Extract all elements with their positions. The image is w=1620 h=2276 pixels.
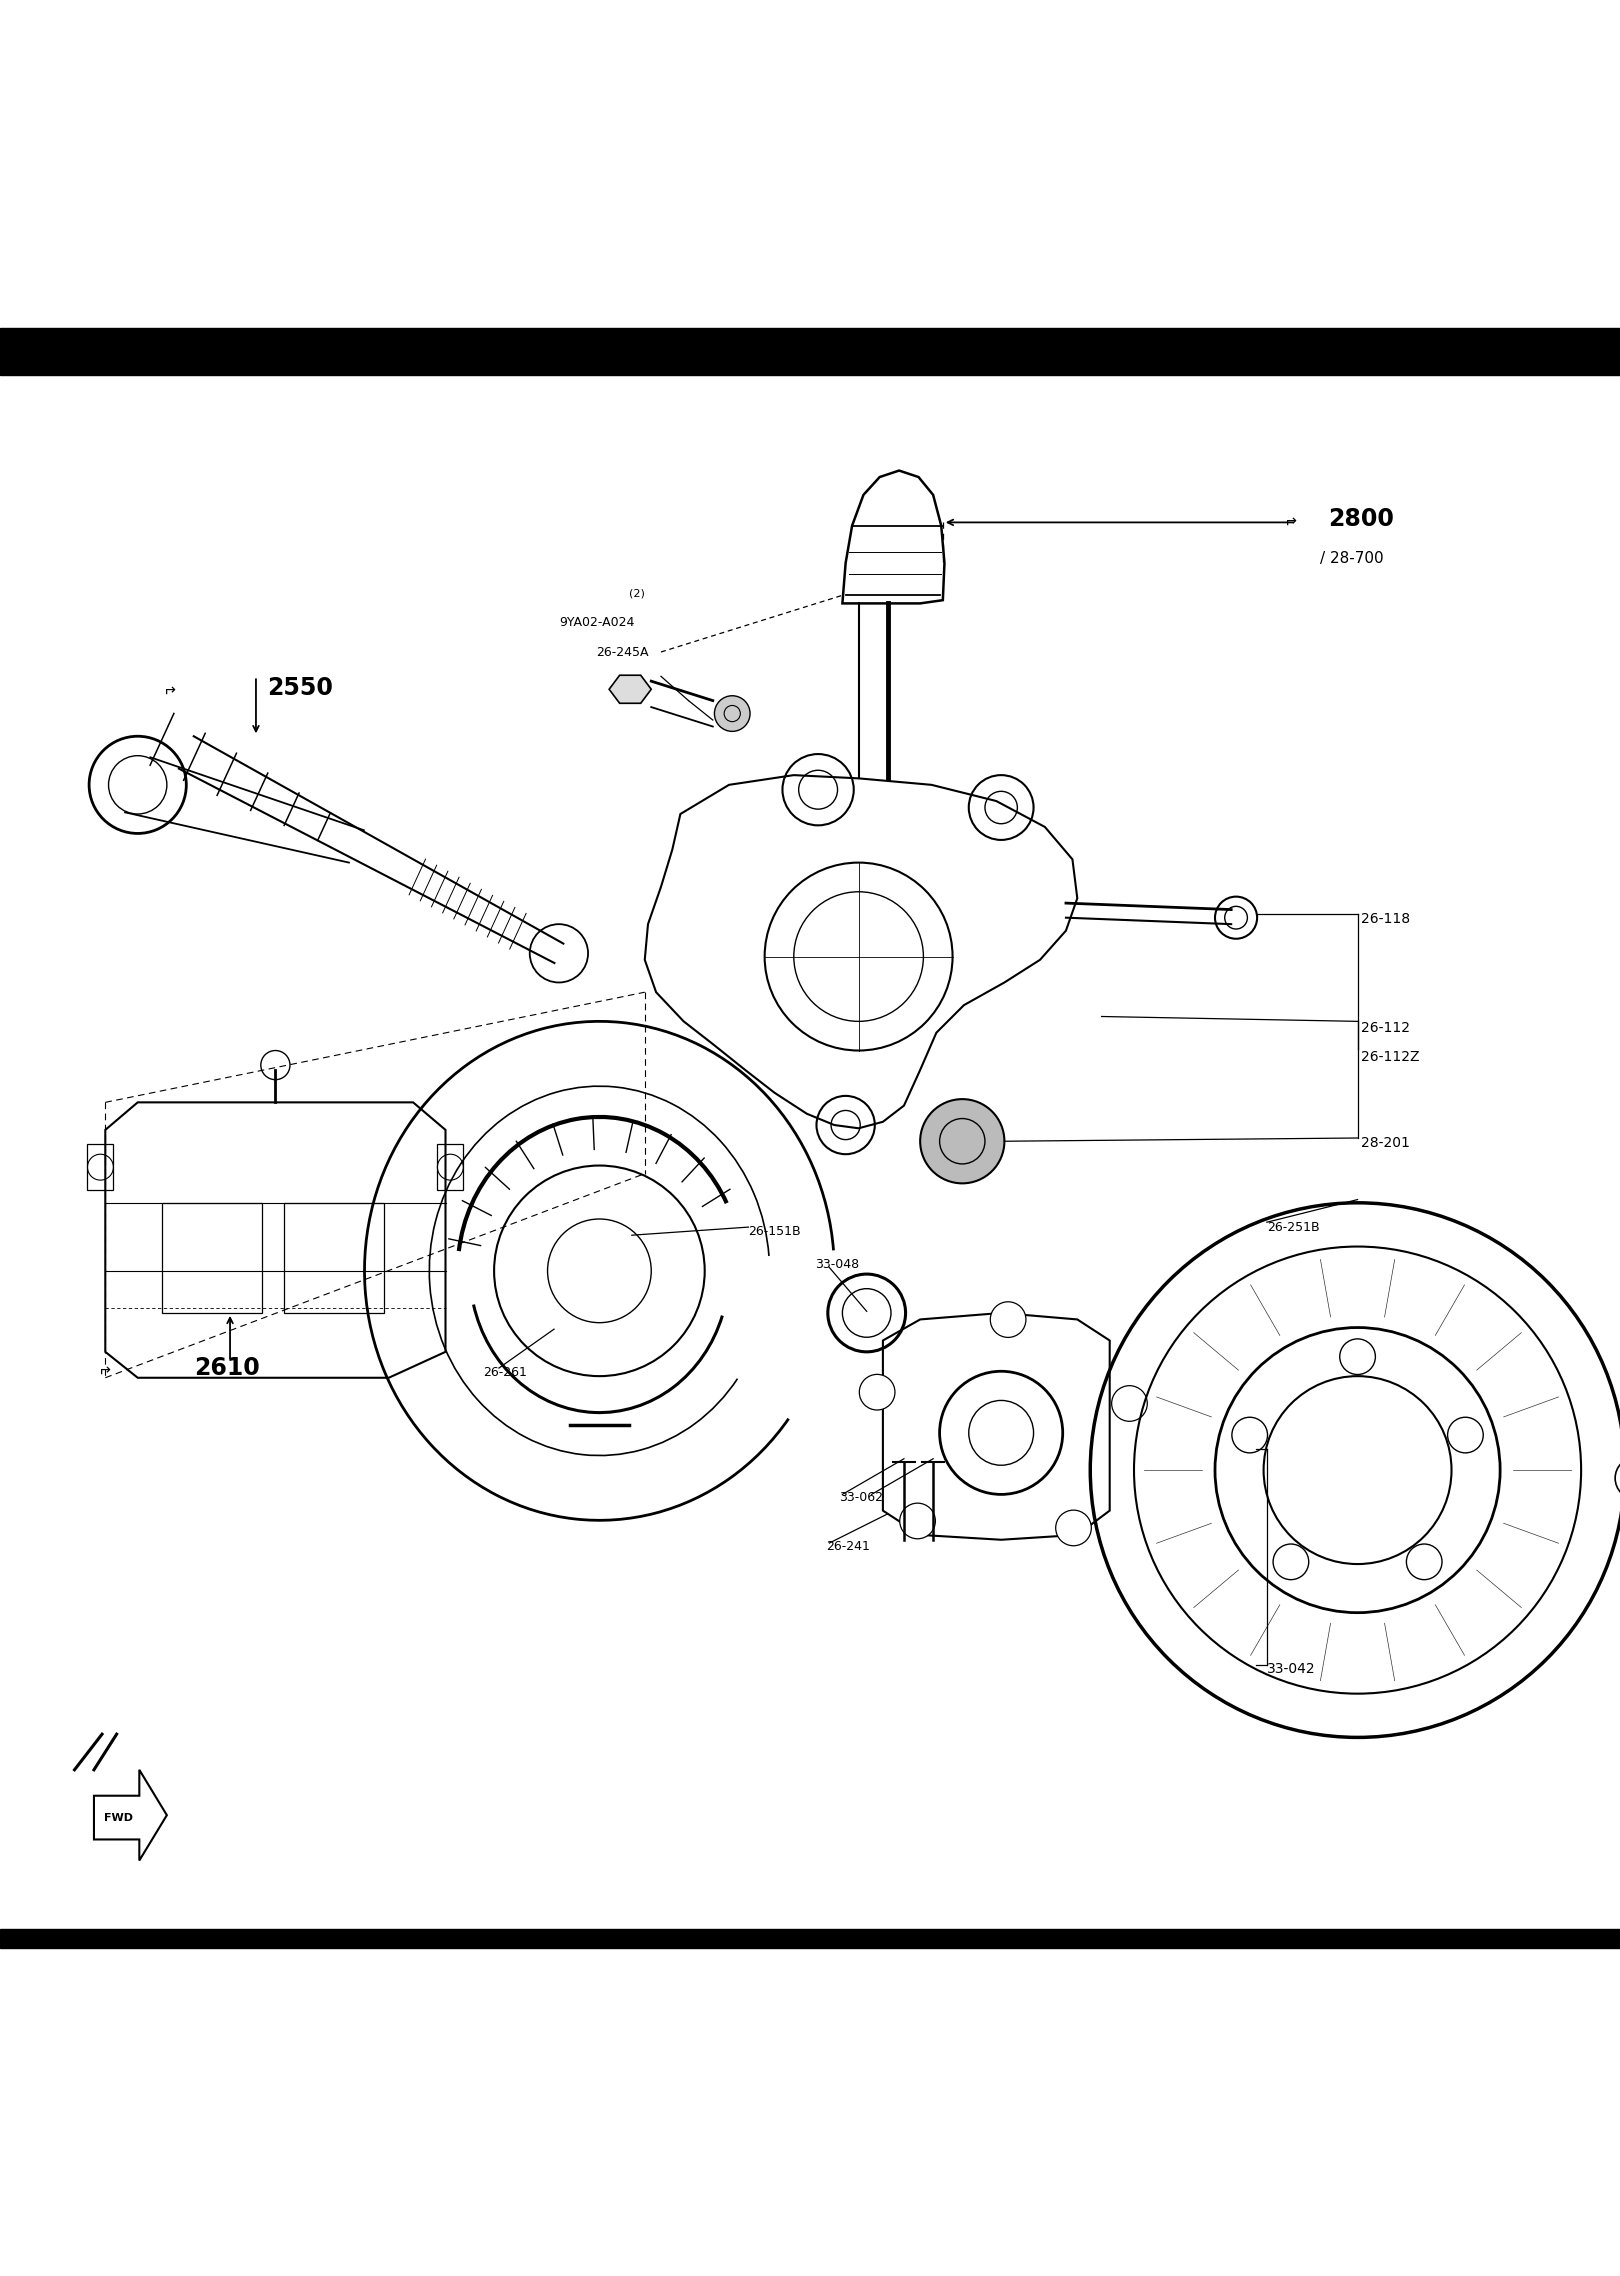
Text: 26-118: 26-118 (1361, 913, 1409, 926)
Bar (0, 328, 1620, 376)
Circle shape (990, 1302, 1025, 1338)
Circle shape (1340, 1338, 1375, 1375)
Text: 26-151B: 26-151B (748, 1224, 800, 1238)
Circle shape (1111, 1386, 1147, 1420)
Polygon shape (609, 676, 651, 703)
Circle shape (1231, 1418, 1267, 1452)
Text: 2550: 2550 (267, 676, 334, 699)
Text: 33-042: 33-042 (1267, 1661, 1315, 1677)
Text: 9YA02-A024: 9YA02-A024 (559, 617, 635, 630)
Text: 26-245A: 26-245A (596, 646, 648, 658)
Text: ↵: ↵ (162, 681, 175, 694)
Circle shape (1406, 1543, 1442, 1580)
Text: FWD: FWD (104, 1814, 133, 1823)
Circle shape (1615, 1457, 1620, 1500)
Circle shape (1448, 1418, 1484, 1452)
Bar (87, 1145, 113, 1190)
Circle shape (920, 1099, 1004, 1184)
Text: 26-112Z: 26-112Z (1361, 1049, 1419, 1063)
Circle shape (1056, 1509, 1092, 1545)
Circle shape (1273, 1543, 1309, 1580)
Text: ↵: ↵ (1283, 512, 1296, 526)
Bar (437, 1145, 463, 1190)
Bar (284, 1202, 384, 1313)
Circle shape (859, 1375, 894, 1411)
Text: 26-241: 26-241 (826, 1541, 870, 1552)
Text: 26-112: 26-112 (1361, 1022, 1409, 1036)
Circle shape (1215, 897, 1257, 938)
Text: ↵: ↵ (97, 1361, 110, 1375)
Text: 2800: 2800 (1328, 508, 1395, 530)
Text: (2): (2) (629, 589, 645, 599)
Text: 26-261: 26-261 (483, 1366, 526, 1379)
Bar (0, 1928, 1620, 1948)
Text: 33-062: 33-062 (839, 1491, 883, 1504)
Bar (162, 1202, 262, 1313)
Circle shape (714, 696, 750, 731)
Text: / 28-700: / 28-700 (1320, 551, 1383, 564)
Circle shape (899, 1502, 935, 1539)
Text: 28-201: 28-201 (1361, 1136, 1409, 1149)
Text: 2610: 2610 (194, 1356, 261, 1379)
Text: 33-048: 33-048 (815, 1259, 859, 1270)
Text: 26-251B: 26-251B (1267, 1220, 1319, 1234)
